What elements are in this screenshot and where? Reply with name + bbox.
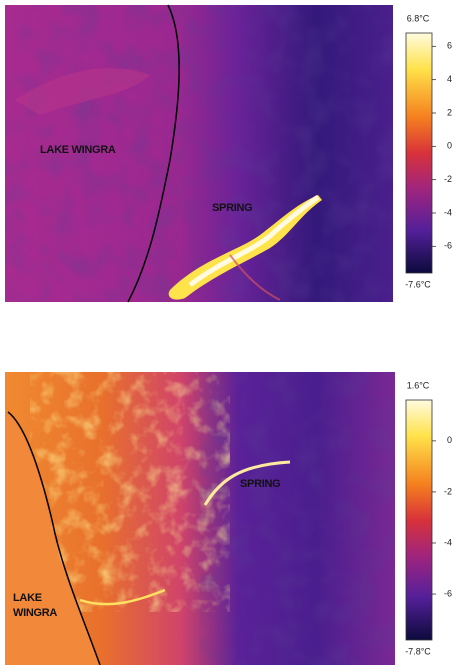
colorbar-tick-label: -6 — [444, 241, 452, 251]
thermal-image-2: SPRING LAKE WINGRA — [5, 372, 395, 665]
colorbar-tick-label: -4 — [444, 207, 452, 217]
spring-label: SPRING — [240, 478, 280, 490]
colorbar-max-label: 1.6°C — [407, 380, 430, 390]
colorbar-tick-label: -2 — [444, 486, 452, 496]
colorbar-tick-label: 4 — [447, 74, 452, 84]
colorbar-tick-label: 2 — [447, 107, 452, 117]
figure: LAKE WINGRA SPRING SPRING LAKE WINGRA 6.… — [0, 0, 462, 665]
colorbar-min-label: -7.8°C — [405, 646, 431, 656]
lake-label: LAKE WINGRA — [40, 144, 116, 156]
colorbar-tick-label: 6 — [447, 41, 452, 51]
lake-label: WINGRA — [13, 607, 57, 619]
colorbar-tick-label: -6 — [444, 588, 452, 598]
colorbar-max-label: 6.8°C — [407, 13, 430, 23]
thermal-image-1: LAKE WINGRA SPRING — [5, 5, 393, 302]
spring-label: SPRING — [212, 202, 252, 214]
colorbar-tick-label: 0 — [447, 435, 452, 445]
lake-label: LAKE — [13, 592, 42, 604]
colorbar-min-label: -7.6°C — [405, 279, 431, 289]
colorbar-tick-label: -4 — [444, 537, 452, 547]
colorbar — [406, 400, 432, 640]
colorbar-tick-label: 0 — [447, 141, 452, 151]
colorbar-tick-label: -2 — [444, 174, 452, 184]
colorbar — [406, 33, 432, 273]
